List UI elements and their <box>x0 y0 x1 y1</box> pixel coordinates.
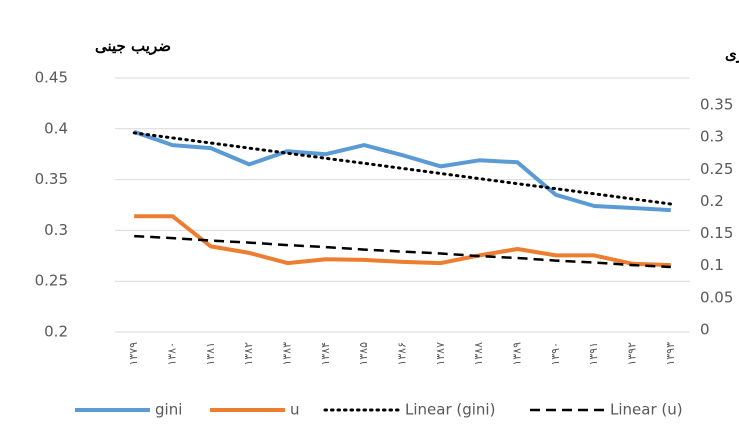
y2-axis-title: نرخ بیکاری <box>725 45 739 63</box>
y2-tick-label: 0.25 <box>700 160 733 178</box>
x-tick-label: ۱۳۸۷ <box>434 342 447 366</box>
y-tick-label: 0.25 <box>35 272 68 290</box>
x-tick-label: ۱۳۹۱ <box>587 342 600 366</box>
x-tick-label: ۱۳۸۸ <box>472 342 485 366</box>
legend-label: Linear (u) <box>610 401 683 419</box>
x-tick-label: ۱۳۸۶ <box>396 342 409 366</box>
chart: ضریب جینی نرخ بیکاری 0.2 0.25 0.3 0.35 0.4 0.… <box>0 0 739 430</box>
legend-label: Linear (gini) <box>405 401 495 419</box>
series-line <box>134 133 671 204</box>
series-line <box>134 132 671 210</box>
x-tick-label: ۱۳۷۹ <box>127 342 140 366</box>
y-tick-label: 0.45 <box>35 69 68 87</box>
x-tick-label: ۱۳۹۳ <box>664 342 677 366</box>
legend-label: gini <box>155 401 182 419</box>
y2-tick-label: 0.2 <box>700 192 724 210</box>
x-tick-label: ۱۳۸۳ <box>281 342 294 366</box>
y2-tick-label: 0 <box>700 321 710 339</box>
y-tick-label: 0.2 <box>44 323 68 341</box>
y2-tick-label: 0.1 <box>700 256 724 274</box>
x-tick-label: ۱۳۸۵ <box>357 342 370 366</box>
y2-tick-label: 0.35 <box>700 96 733 114</box>
x-tick-label: ۱۳۸۴ <box>319 342 332 366</box>
y2-tick-label: 0.05 <box>700 288 733 306</box>
y-axis-title: ضریب جینی <box>95 37 171 55</box>
x-tick-label: ۱۳۸۹ <box>511 342 524 366</box>
y-tick-label: 0.4 <box>44 119 68 137</box>
y2-tick-label: 0.3 <box>700 128 724 146</box>
x-tick-label: ۱۳۸۰ <box>166 342 179 366</box>
x-tick-label: ۱۳۸۱ <box>204 342 217 366</box>
y-tick-label: 0.35 <box>35 170 68 188</box>
y-tick-label: 0.3 <box>44 221 68 239</box>
legend-label: u <box>290 401 300 419</box>
y2-tick-label: 0.15 <box>700 224 733 242</box>
x-tick-label: ۱۳۹۰ <box>549 342 562 366</box>
x-tick-label: ۱۳۹۲ <box>626 342 639 366</box>
x-tick-label: ۱۳۸۲ <box>242 342 255 366</box>
